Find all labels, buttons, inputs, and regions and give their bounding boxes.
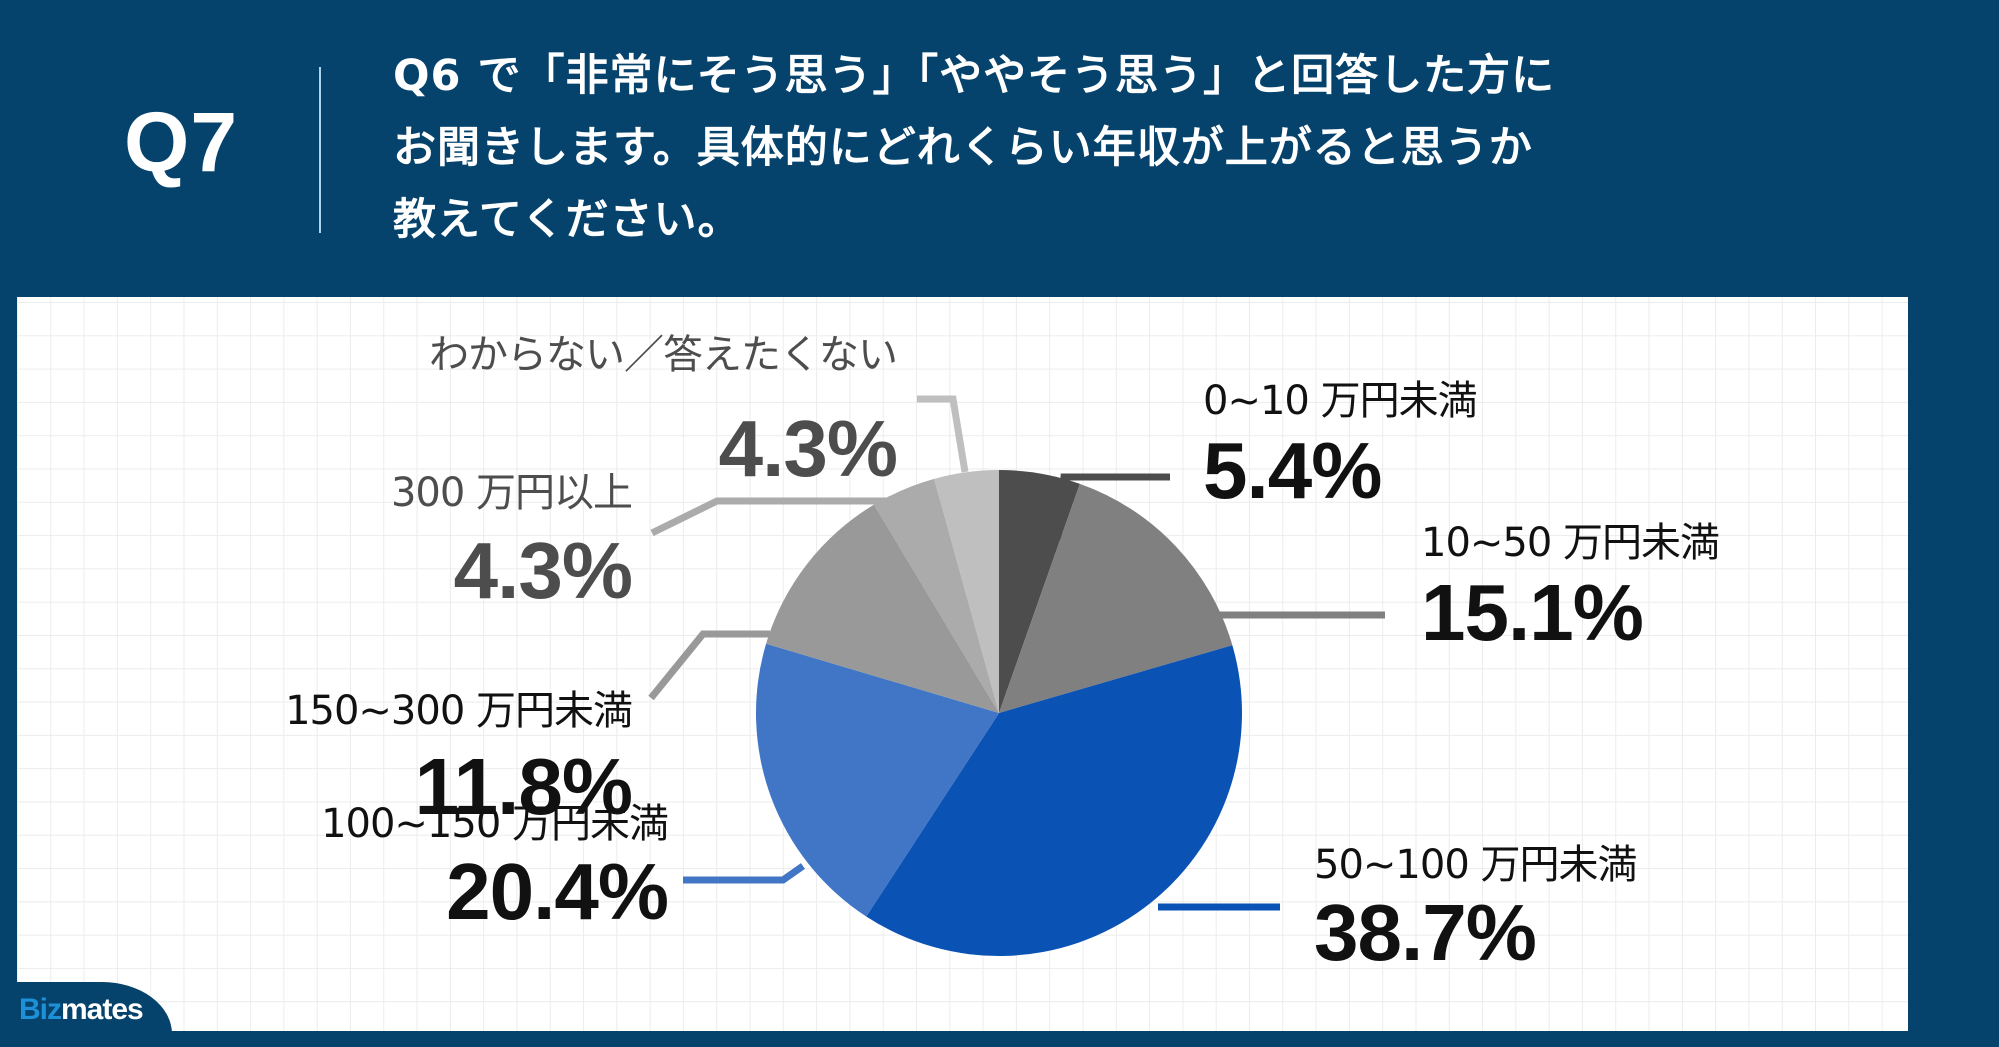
label-50-100: 50~100 万円未満 38.7% — [1314, 841, 1637, 977]
chart-panel: わからない／答えたくない 4.3% 300 万円以上 4.3% 150~300 … — [17, 297, 1908, 1031]
label-value: 11.8% — [414, 742, 633, 831]
pie-slices — [756, 470, 1242, 956]
pie-chart — [648, 395, 1385, 956]
header: Q7 Q6 で「非常にそう思う」「ややそう思う」と回答した方に お聞きします。具… — [0, 0, 1999, 296]
label-category: 100~150 万円未満 — [321, 801, 669, 847]
logo-tab — [0, 982, 172, 1047]
label-10-50: 10~50 万円未満 15.1% — [1421, 519, 1720, 657]
label-category: 300 万円以上 — [390, 470, 633, 516]
bizmates-logo: Bizmates — [19, 993, 144, 1027]
label-value: 4.3% — [453, 526, 633, 615]
question-text: Q6 で「非常にそう思う」「ややそう思う」と回答した方に お聞きします。具体的に… — [393, 40, 1913, 256]
label-value: 5.4% — [1203, 426, 1382, 515]
label-value: 15.1% — [1421, 568, 1644, 657]
pie-slice — [866, 645, 1242, 956]
pie-slice — [766, 504, 999, 713]
question-line-3: 教えてください。 — [393, 195, 742, 245]
label-category: わからない／答えたくない — [429, 332, 898, 378]
pie-slice — [999, 483, 1233, 713]
label-category: 50~100 万円未満 — [1314, 842, 1637, 888]
pie-slice — [756, 643, 999, 917]
header-divider — [319, 67, 321, 233]
label-300-plus: 300 万円以上 4.3% — [390, 469, 633, 615]
question-line-1: Q6 で「非常にそう思う」「ややそう思う」と回答した方に — [393, 51, 1556, 101]
label-category: 150~300 万円未満 — [285, 688, 633, 734]
leader-line — [648, 630, 770, 701]
pie-slice — [934, 470, 999, 713]
label-100-150: 100~150 万円未満 20.4% — [321, 800, 669, 936]
question-line-2: お聞きします。具体的にどれくらい年収が上がると思うか — [393, 123, 1533, 173]
label-category: 10~50 万円未満 — [1421, 520, 1720, 566]
label-0-10: 0~10 万円未満 5.4% — [1203, 377, 1478, 515]
label-category: 0~10 万円未満 — [1203, 378, 1478, 424]
label-value: 38.7% — [1314, 888, 1537, 977]
question-number: Q7 — [124, 95, 239, 189]
label-value: 4.3% — [718, 404, 898, 493]
pie-slice — [999, 470, 1080, 713]
leader-line — [917, 395, 969, 473]
logo-biz: Biz — [19, 993, 62, 1026]
label-150-300: 150~300 万円未満 11.8% — [285, 687, 633, 831]
leader-line — [683, 863, 806, 884]
leader-line — [650, 497, 887, 537]
logo-mates: mates — [61, 993, 144, 1026]
pie-slice — [873, 478, 999, 713]
label-value: 20.4% — [446, 847, 669, 936]
label-dont-know: わからない／答えたくない 4.3% — [429, 331, 898, 493]
